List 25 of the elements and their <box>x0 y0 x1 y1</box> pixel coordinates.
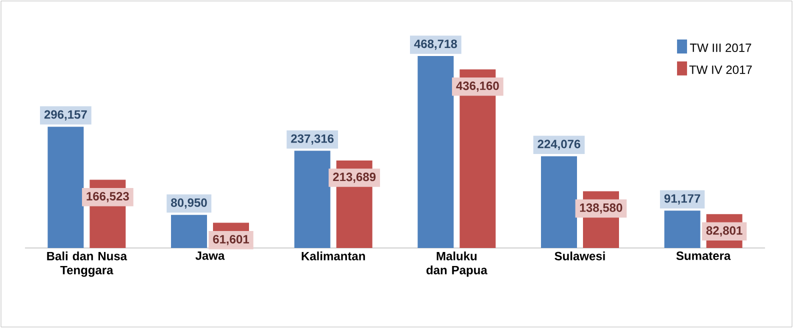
bar <box>540 156 577 248</box>
legend-label: TW IV 2017 <box>689 65 752 74</box>
x-tick-label: Kalimantan <box>302 252 365 260</box>
bar <box>664 210 700 248</box>
data-label: 91,177 <box>664 194 700 204</box>
data-label: 82,801 <box>706 226 742 237</box>
data-label: 468,718 <box>414 40 457 50</box>
x-tick-label: Bali dan Nusa Tenggara <box>47 252 128 277</box>
data-label: 296,157 <box>44 110 87 120</box>
data-label: 61,601 <box>213 234 250 246</box>
bar <box>48 126 84 248</box>
data-label: 224,076 <box>538 140 580 150</box>
data-label: 166,523 <box>86 192 129 202</box>
data-label: 237,316 <box>291 134 334 145</box>
bar <box>294 150 330 248</box>
data-label: 138,580 <box>580 203 622 214</box>
data-label: 436,160 <box>456 82 499 92</box>
x-tick-label: Jawa <box>196 252 225 260</box>
legend-label: TW III 2017 <box>690 44 752 52</box>
x-tick-label: Sulawesi <box>554 252 605 260</box>
bar <box>418 56 454 248</box>
data-label: 80,950 <box>171 198 207 209</box>
x-tick-label: Sumatera <box>676 252 731 260</box>
data-label: 213,689 <box>333 172 376 183</box>
x-tick-label: Maluku dan Papua <box>426 252 488 277</box>
